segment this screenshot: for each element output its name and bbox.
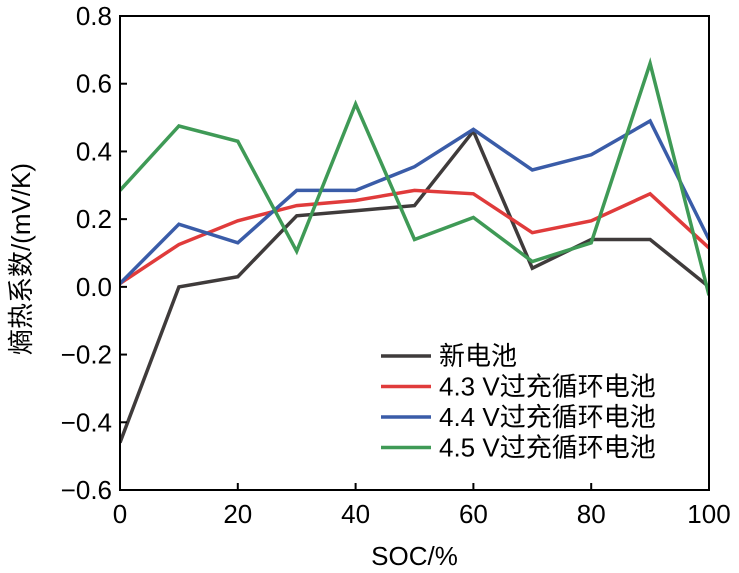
x-tick-label: 100 <box>687 499 730 529</box>
y-tick-label: 0.8 <box>76 1 112 31</box>
x-tick-label: 40 <box>341 499 370 529</box>
y-tick-label: 0.6 <box>76 69 112 99</box>
y-tick-label: 0.4 <box>76 136 112 166</box>
y-tick-label: 0.0 <box>76 272 112 302</box>
y-tick-label: −0.2 <box>61 340 112 370</box>
y-tick-label: −0.4 <box>61 407 112 437</box>
series-layer <box>120 57 709 444</box>
series-line-1 <box>120 127 709 444</box>
plot-frame <box>119 15 710 491</box>
legend-label-2: 4.3 V过充循环电池 <box>439 372 656 402</box>
series-line-2 <box>120 188 709 285</box>
series-line-3 <box>120 118 709 285</box>
x-axis-title: SOC/% <box>371 541 458 571</box>
y-tick-label: 0.2 <box>76 204 112 234</box>
legend-label-4: 4.5 V过充循环电池 <box>439 433 656 463</box>
legend-label-3: 4.4 V过充循环电池 <box>439 402 656 432</box>
y-axis-title: 熵热系数/(mV/K) <box>6 163 36 355</box>
x-tick-label: 60 <box>459 499 488 529</box>
y-tick-label: −0.6 <box>61 475 112 505</box>
ticks-layer: 0 20 40 60 80 100 −0.6 −0.4 −0.2 0.0 0.2 0.4 0.6 0.8 <box>61 1 731 529</box>
x-tick-label: 20 <box>223 499 252 529</box>
legend-label-1: 新电池 <box>439 341 517 371</box>
x-tick-label: 0 <box>113 499 127 529</box>
series-line-4 <box>120 57 709 296</box>
x-tick-label: 80 <box>577 499 606 529</box>
